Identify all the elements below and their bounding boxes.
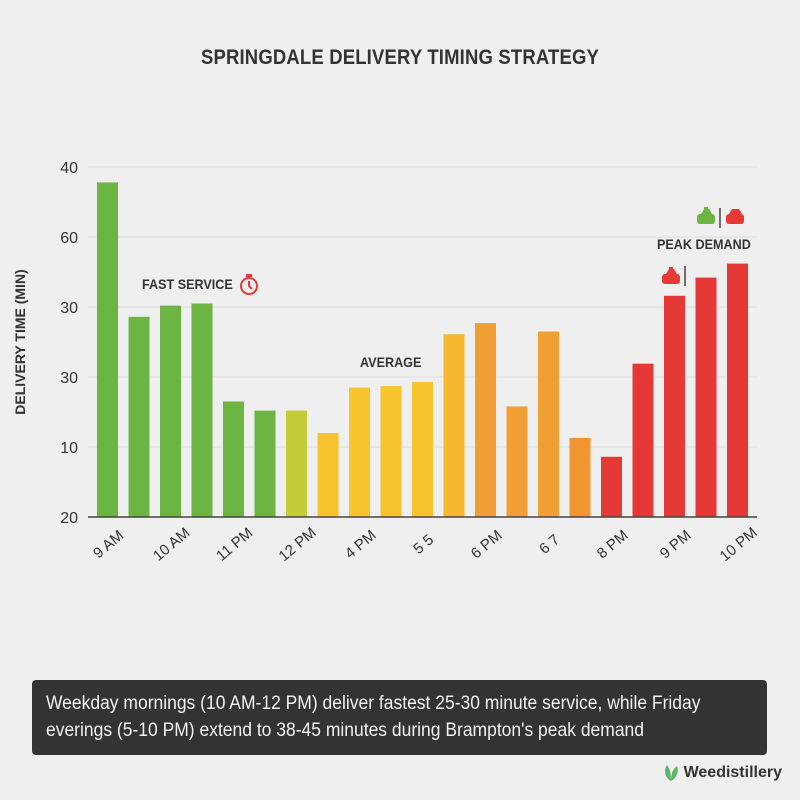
caption-line-2: everings (5-10 PM) extend to 38-45 minut… (46, 720, 644, 741)
logo-text: Weedistillery (683, 764, 782, 781)
caption-box: Weekday mornings (10 AM-12 PM) deliver f… (32, 680, 767, 755)
logo: Weedistillery (662, 763, 782, 783)
caption-line-1: Weekday mornings (10 AM-12 PM) deliver f… (46, 693, 701, 714)
leaf-icon (664, 765, 678, 781)
bar (317, 433, 339, 517)
bar (506, 406, 528, 517)
x-tick-label: 10 AM (150, 524, 194, 564)
x-tick-label: 12 PM (276, 524, 320, 565)
chart-title: SPRINGDALE DELIVERY TIMING STRATEGY (200, 46, 600, 69)
bar (664, 295, 685, 517)
car-icon (726, 209, 744, 224)
bar (223, 401, 244, 517)
x-tick-label: 8 PM (594, 527, 632, 563)
average-annotation: AVERAGE (360, 354, 422, 370)
taxi-icon (697, 207, 715, 224)
bar (695, 277, 717, 517)
bar (601, 456, 622, 517)
bar (349, 387, 370, 517)
bar (443, 334, 465, 517)
y-tick-label: 20 (60, 510, 78, 527)
bar (569, 437, 591, 517)
x-tick-label: 6 7 (536, 531, 563, 557)
bar (475, 323, 496, 517)
x-tick-label: 4 PM (342, 527, 380, 563)
bar (286, 410, 307, 517)
y-tick-label: 60 (60, 230, 78, 247)
x-tick-label: 9 AM (90, 527, 127, 562)
x-tick-label: 6 PM (468, 527, 506, 563)
stopwatch-icon (240, 274, 258, 295)
x-tick-label: 5 5 (410, 531, 437, 557)
taxi-icon-red (662, 266, 686, 286)
fast-service-annotation: FAST SERVICE (142, 276, 233, 292)
x-tick-label: 11 PM (213, 524, 256, 564)
bar (191, 303, 213, 517)
car-icons-top (697, 207, 744, 228)
x-tick-label: 10 PM (717, 524, 761, 565)
x-tick-label: 9 PM (657, 527, 695, 563)
bar (412, 381, 433, 517)
y-tick-label: 30 (60, 370, 78, 387)
peak-demand-annotation: PEAK DEMAND (657, 236, 751, 252)
bar (97, 182, 118, 517)
bar (128, 316, 150, 517)
y-tick-label: 30 (60, 300, 78, 317)
bar (160, 305, 181, 517)
bar (254, 410, 276, 517)
bar (632, 363, 654, 517)
bar (727, 263, 748, 517)
y-tick-label: 40 (60, 160, 78, 177)
y-tick-label: 10 (60, 440, 78, 457)
bar (538, 331, 559, 517)
bar (380, 386, 402, 517)
